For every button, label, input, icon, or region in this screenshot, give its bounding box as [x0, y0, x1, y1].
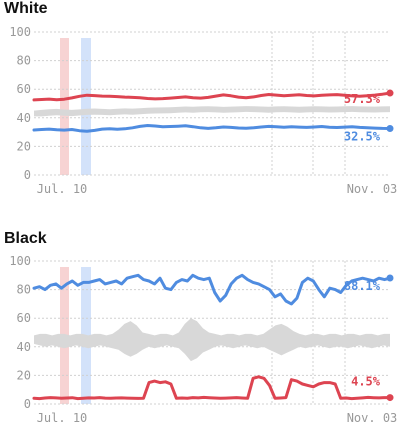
series-end-label-red: 57.3% [344, 92, 381, 106]
y-tick-label: 100 [9, 25, 31, 39]
event-shade-blue [81, 38, 91, 175]
series-line-red [32, 375, 392, 401]
uncertainty-band [34, 106, 390, 117]
y-tick-label: 60 [17, 82, 31, 96]
y-tick-label: 100 [9, 254, 31, 268]
y-tick-label: 80 [17, 54, 31, 68]
event-shade-red [60, 38, 69, 175]
chart-panel-black: 0 20 40 60 80 100 Jul. 10 Nov. 03 88.1% 4.5% [9, 254, 397, 425]
y-tick-label: 80 [17, 283, 31, 297]
series-line-blue [32, 124, 392, 133]
uncertainty-band [34, 318, 390, 362]
x-tick-label: Nov. 03 [347, 182, 398, 196]
series-end-label-red: 4.5% [351, 375, 381, 389]
series-endpoint-blue [386, 274, 394, 282]
y-tick-label: 0 [24, 397, 31, 411]
x-tick-label: Jul. 10 [37, 182, 88, 196]
y-tick-label: 40 [17, 111, 31, 125]
chart-panel-white: 0 20 40 60 80 100 Jul. 10 Nov. 03 57.3% 32.5% [9, 25, 397, 196]
series-line-blue [32, 273, 392, 306]
chart-title-black: Black [4, 230, 47, 247]
series-end-label-blue: 88.1% [344, 279, 381, 293]
series-endpoint-blue [386, 125, 394, 133]
series-line-red [32, 91, 392, 102]
y-tick-label: 20 [17, 139, 31, 153]
x-tick-label: Jul. 10 [37, 411, 88, 425]
x-tick-label: Nov. 03 [347, 411, 398, 425]
chart-title-white: White [4, 0, 48, 17]
series-endpoint-red [386, 89, 394, 97]
y-tick-label: 60 [17, 311, 31, 325]
series-end-label-blue: 32.5% [344, 130, 381, 144]
y-tick-label: 20 [17, 368, 31, 382]
y-tick-label: 0 [24, 168, 31, 182]
series-endpoint-red [386, 394, 394, 402]
y-tick-label: 40 [17, 340, 31, 354]
